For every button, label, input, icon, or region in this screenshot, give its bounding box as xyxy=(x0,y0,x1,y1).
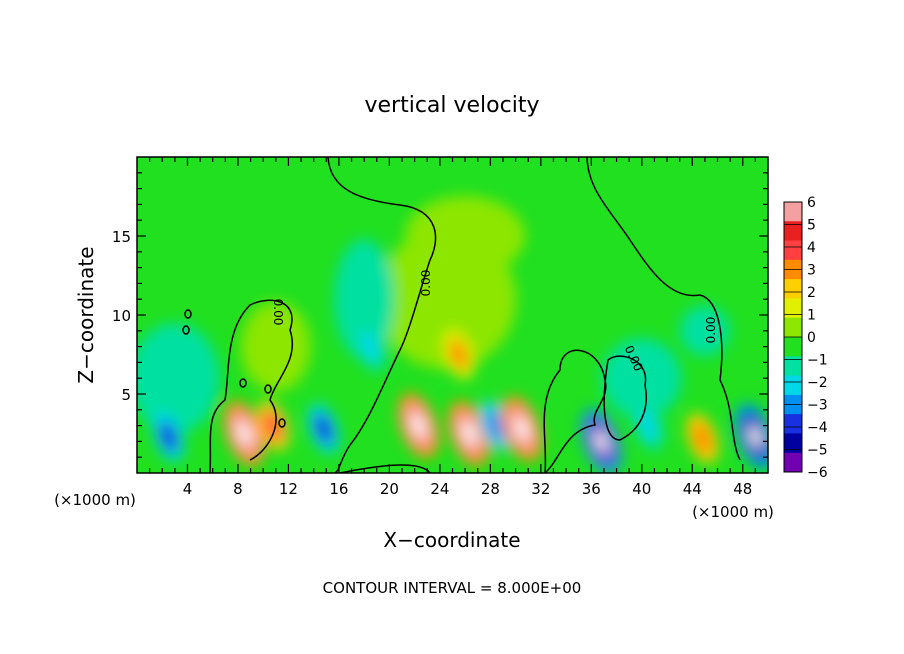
velocity-core xyxy=(638,410,658,441)
shading-region xyxy=(334,239,395,360)
colorbar-swatch xyxy=(784,337,802,357)
velocity-core xyxy=(486,410,505,441)
velocity-peak xyxy=(515,417,529,441)
contour-ring xyxy=(239,378,247,388)
colorbar-swatch xyxy=(784,375,802,396)
colorbar-swatch xyxy=(784,414,802,434)
contour-label: 0.00 xyxy=(271,299,285,326)
x-tick-label: 48 xyxy=(733,480,752,498)
colorbar-swatch xyxy=(784,240,802,261)
contour-ring xyxy=(182,325,190,335)
velocity-core xyxy=(314,413,334,445)
colorbar-swatch xyxy=(784,221,802,242)
velocity-core xyxy=(263,410,283,441)
x-tick-label: 16 xyxy=(329,480,348,498)
x-axis-unit-left: (×1000 m) xyxy=(54,491,136,509)
shading-region xyxy=(240,301,311,392)
x-tick-label: 28 xyxy=(481,480,500,498)
contour-ring xyxy=(264,384,272,394)
colorbar-swatch xyxy=(784,298,802,319)
zero-contour-line xyxy=(586,157,741,461)
velocity-peak xyxy=(462,422,476,445)
colorbar-swatch xyxy=(784,317,802,338)
contour-label: 0.00 xyxy=(704,317,718,344)
colorbar-swatch xyxy=(784,452,802,473)
velocity-peak xyxy=(595,429,608,453)
shading-region xyxy=(137,323,220,434)
x-tick-label: 24 xyxy=(430,480,449,498)
velocity-core xyxy=(693,422,712,454)
velocity-core xyxy=(159,421,178,452)
x-tick-label: 44 xyxy=(683,480,702,498)
x-tick-label: 36 xyxy=(582,480,601,498)
colorbar-swatch xyxy=(784,279,802,299)
colorbar-label: −1 xyxy=(807,353,828,369)
zero-contour-line xyxy=(603,355,647,441)
contour-interval-note: CONTOUR INTERVAL = 8.000E+00 xyxy=(323,579,582,597)
y-tick-label: 10 xyxy=(112,307,131,325)
velocity-core xyxy=(449,339,469,370)
colorbar-swatch xyxy=(784,202,802,222)
y-tick-label: 15 xyxy=(112,228,131,246)
x-tick-label: 20 xyxy=(380,480,399,498)
zero-contour-line xyxy=(327,157,437,473)
x-axis-unit-right: (×1000 m) xyxy=(692,503,774,521)
colorbar-label: −6 xyxy=(807,465,828,481)
colorbar-label: −3 xyxy=(807,398,828,414)
y-tick-label: 5 xyxy=(121,386,131,404)
zero-contour-line xyxy=(209,299,293,473)
x-tick-label: 4 xyxy=(183,480,193,498)
x-tick-label: 32 xyxy=(531,480,550,498)
colorbar-label: 2 xyxy=(807,285,816,301)
zero-contour-line xyxy=(543,349,607,473)
contour-ring xyxy=(278,418,286,428)
colorbar-swatch xyxy=(784,356,802,377)
velocity-peak xyxy=(749,425,762,449)
colorbar-label: 5 xyxy=(807,218,816,234)
y-axis-label: Z−coordinate xyxy=(74,246,98,383)
x-axis-label: X−coordinate xyxy=(383,528,520,552)
x-tick-label: 8 xyxy=(233,480,243,498)
x-tick-label: 12 xyxy=(279,480,298,498)
velocity-peak xyxy=(238,422,251,445)
contour-label: 0.00 xyxy=(419,270,433,297)
contour-ring xyxy=(184,309,192,319)
colorbar: 6 5 4 3 2 1 0 −1 −2 −3 −4 −5 −6 xyxy=(783,195,828,481)
colorbar-label: 6 xyxy=(807,195,816,211)
colorbar-label: 3 xyxy=(807,263,816,279)
velocity-peak xyxy=(412,414,425,438)
chart-title: vertical velocity xyxy=(364,93,539,118)
velocity-field xyxy=(137,157,768,473)
velocity-core xyxy=(361,331,380,362)
shading-region xyxy=(405,196,526,276)
colorbar-label: 0 xyxy=(807,330,816,346)
colorbar-swatch xyxy=(784,433,802,454)
colorbar-label: −5 xyxy=(807,443,828,459)
colorbar-label: 4 xyxy=(807,240,816,256)
colorbar-label: −2 xyxy=(807,375,828,391)
colorbar-label: 1 xyxy=(807,308,816,324)
x-tick-label: 40 xyxy=(632,480,651,498)
colorbar-label: −4 xyxy=(807,420,828,436)
shading-region xyxy=(601,338,682,419)
